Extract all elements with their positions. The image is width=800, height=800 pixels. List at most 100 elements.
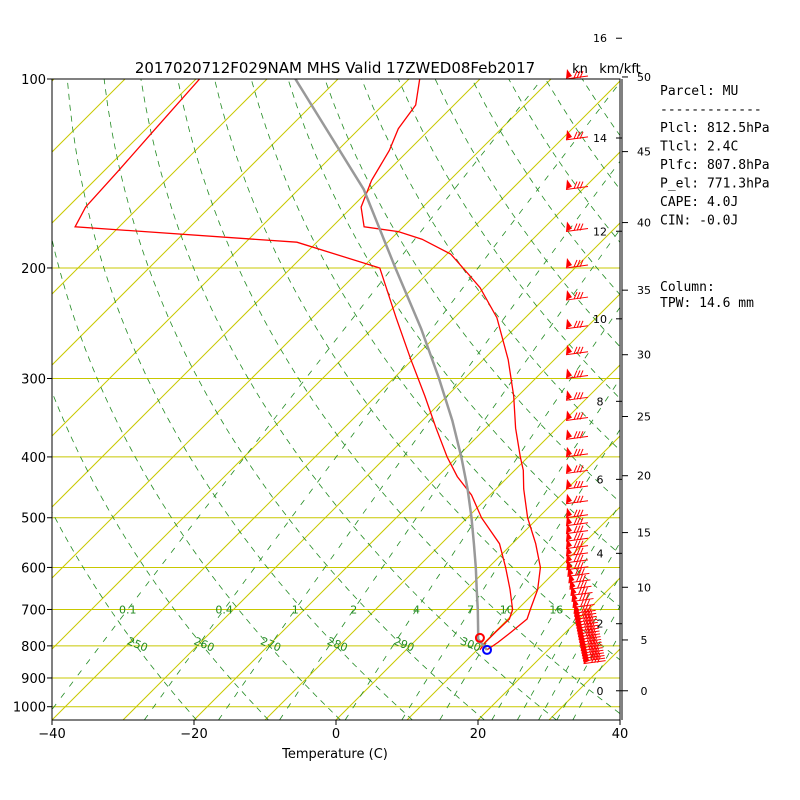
y-tick-label: 400 bbox=[21, 451, 46, 466]
parcel-info-line: ------------- bbox=[660, 103, 762, 118]
wind-barb-feather bbox=[587, 622, 592, 631]
isotherm-0 bbox=[335, 435, 620, 720]
y-tick-label: 500 bbox=[21, 512, 46, 527]
y-tick-label: 100 bbox=[21, 73, 46, 88]
km-tick-label: 16 bbox=[593, 32, 607, 45]
wind-barb-feather bbox=[593, 652, 598, 661]
wind-barb-flag bbox=[566, 479, 572, 490]
wind-barb-feather bbox=[575, 574, 580, 583]
wind-barb-feather bbox=[585, 593, 589, 601]
parcel-annotations: Parcel: MU ------------- Plcl: 812.5hPa Tlc… bbox=[660, 84, 770, 311]
wind-barb-feather bbox=[573, 509, 578, 517]
kft-tick-label: 45 bbox=[637, 146, 651, 159]
wind-barb-feather bbox=[573, 392, 578, 400]
isotherm--10 bbox=[264, 364, 620, 720]
wind-barb-feather bbox=[576, 517, 581, 525]
wind-barb-feather bbox=[573, 431, 578, 439]
isotherm--60 bbox=[52, 79, 552, 579]
isotherm-10 bbox=[406, 506, 620, 720]
wind-barb-feather bbox=[579, 320, 584, 328]
wind-barb-feather bbox=[587, 639, 592, 648]
wind-barb-feather bbox=[579, 392, 584, 400]
wind-barb-feather bbox=[576, 533, 581, 541]
wind-barb-feather bbox=[591, 655, 596, 663]
wind-barb-feather bbox=[576, 525, 581, 533]
wind-barb-feather bbox=[576, 370, 581, 378]
kft-tick-label: 5 bbox=[641, 634, 648, 647]
wind-barb-flag bbox=[566, 515, 572, 526]
wind-barb-feather bbox=[587, 605, 592, 613]
wind-barb-feather bbox=[573, 181, 578, 189]
dry-adiabat-300 bbox=[140, 79, 557, 720]
wind-barb-flag bbox=[566, 410, 572, 421]
parcel-info-line: CAPE: 4.0J bbox=[660, 195, 738, 210]
mixing-ratio-2 bbox=[279, 228, 620, 720]
wind-barb-flag bbox=[566, 493, 572, 504]
x-tick-label: 40 bbox=[612, 727, 629, 742]
wind-barb-feather bbox=[581, 587, 585, 595]
wind-barb-flag bbox=[566, 531, 572, 542]
wind-barb-feather bbox=[583, 620, 588, 628]
wind-barb-feather bbox=[579, 540, 584, 548]
wind-barb-feather bbox=[574, 568, 579, 576]
wind-barb-flag bbox=[566, 523, 572, 534]
wind-barb-feather bbox=[579, 533, 584, 541]
wind-barb-feather bbox=[586, 631, 591, 639]
wind-barb-feather bbox=[585, 625, 589, 634]
wind-barb-feather bbox=[581, 608, 586, 616]
wind-barb-flag bbox=[566, 179, 572, 190]
wind-barb-feather bbox=[579, 223, 584, 231]
grid-layer bbox=[52, 79, 620, 720]
isotherm--50 bbox=[52, 80, 620, 650]
wind-barb-feather bbox=[573, 547, 578, 556]
wind-barb-feather bbox=[576, 346, 581, 354]
wind-barb-flag bbox=[571, 591, 578, 602]
wind-barb-feather bbox=[586, 617, 591, 625]
wind-barb-feather bbox=[584, 587, 588, 595]
mixing-ratio-0.1 bbox=[52, 79, 543, 711]
wind-barb-feather bbox=[573, 533, 578, 541]
parcel-info-line: Plcl: 812.5hPa bbox=[660, 121, 770, 136]
wind-barb-feather bbox=[577, 568, 582, 576]
wind-barb-flag bbox=[566, 318, 572, 329]
wind-barb-feather bbox=[583, 581, 587, 589]
wind-barb-feather bbox=[585, 628, 590, 637]
wind-barb-feather bbox=[579, 465, 584, 473]
wind-barb-flag bbox=[566, 69, 572, 79]
wind-barb-feather bbox=[582, 611, 587, 619]
dry-adiabat-370 bbox=[397, 79, 620, 400]
mixing-ratio-label: 10 bbox=[500, 603, 514, 616]
kft-tick-label: 15 bbox=[637, 527, 651, 540]
km-tick-label: 12 bbox=[593, 225, 607, 238]
wind-barb-feather bbox=[586, 620, 591, 628]
dry-adiabat-250 bbox=[52, 511, 197, 720]
wind-barb-feather bbox=[576, 509, 581, 517]
km-tick-label: 0 bbox=[597, 685, 604, 698]
wind-barb-feather bbox=[579, 517, 584, 525]
wind-barb-flag bbox=[566, 344, 572, 355]
wind-barb-feather bbox=[588, 614, 593, 622]
wind-barb-feather bbox=[573, 259, 578, 268]
wind-barb-feather bbox=[590, 650, 594, 658]
kft-tick-label: 40 bbox=[637, 217, 651, 230]
wind-unit-label: kn bbox=[572, 62, 588, 77]
wind-barb-feather bbox=[576, 480, 581, 489]
isotherm--110 bbox=[52, 79, 197, 224]
y-tick-label: 800 bbox=[21, 640, 46, 655]
mixing-ratio-label: 7 bbox=[467, 603, 474, 616]
mixing-ratio-label: 2 bbox=[350, 603, 357, 616]
kft-tick-label: 30 bbox=[637, 349, 651, 362]
wind-barb-feather bbox=[573, 495, 578, 503]
wind-barb-flag bbox=[572, 597, 579, 608]
wind-barb-feather bbox=[573, 223, 578, 231]
wind-barb-feather bbox=[581, 605, 586, 613]
y-tick-label: 900 bbox=[21, 672, 46, 687]
x-tick-label: 20 bbox=[470, 727, 487, 742]
wind-barb-feather bbox=[579, 370, 584, 378]
wind-barb-feather bbox=[584, 605, 589, 613]
wind-barbs bbox=[565, 69, 606, 665]
parcel-info-line: Parcel: MU bbox=[660, 84, 738, 99]
dry-adiabat-290 bbox=[103, 79, 485, 720]
